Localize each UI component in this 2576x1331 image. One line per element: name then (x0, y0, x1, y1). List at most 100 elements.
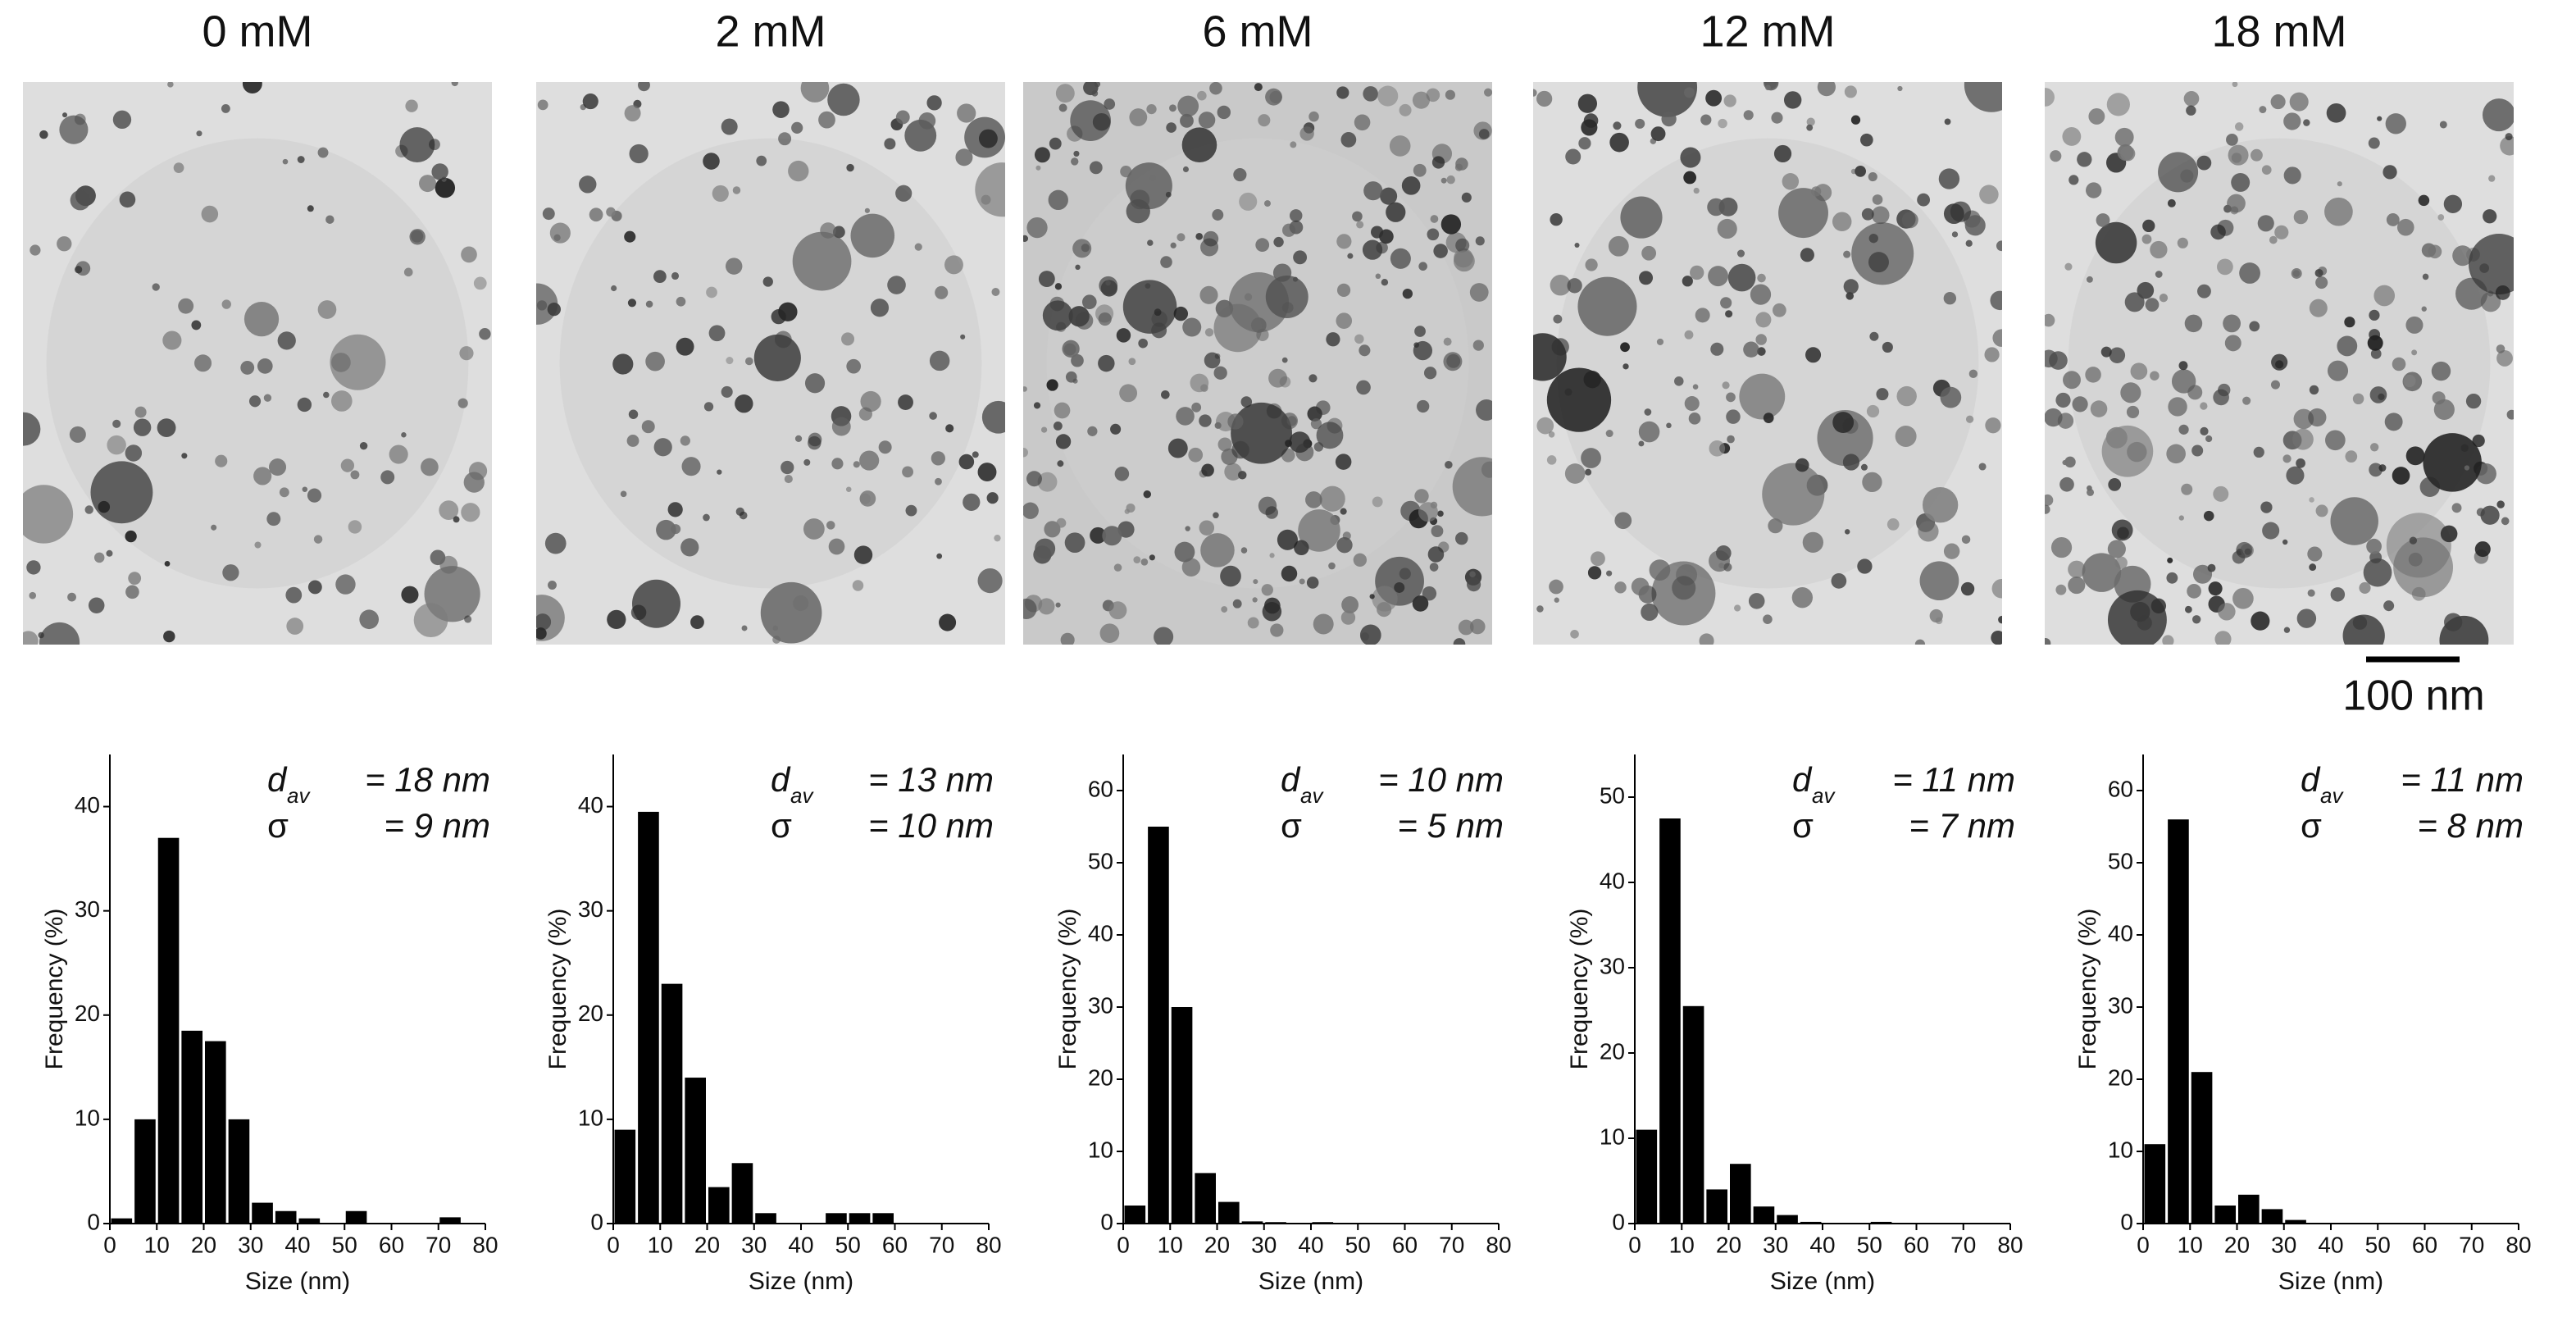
nanoparticle (30, 244, 41, 256)
nanoparticle (1033, 402, 1041, 409)
nanoparticle (2411, 349, 2418, 356)
y-tick-label: 0 (87, 1209, 100, 1234)
nanoparticle (680, 538, 699, 557)
nanoparticle (1298, 509, 1340, 552)
nanoparticle (2200, 426, 2209, 436)
nanoparticle (2177, 237, 2188, 248)
nanoparticle (279, 487, 289, 498)
nanoparticle (2155, 271, 2163, 278)
nanoparticle (1430, 215, 1439, 223)
nanoparticle (853, 461, 860, 468)
nanoparticle (1638, 421, 1660, 443)
nanoparticle (2439, 121, 2447, 129)
nanoparticle (939, 613, 957, 631)
nanoparticle (1656, 338, 1664, 345)
x-tick-label: 20 (1716, 1232, 1741, 1257)
nanoparticle (2213, 485, 2229, 502)
nanoparticle (832, 226, 845, 239)
nanoparticle (1201, 463, 1214, 477)
nanoparticle (1056, 517, 1067, 528)
nanoparticle (1553, 314, 1563, 324)
nanoparticle (726, 357, 734, 365)
nanoparticle (1038, 271, 1055, 288)
nanoparticle (1846, 292, 1855, 300)
nanoparticle (1233, 167, 1247, 182)
x-tick-label: 30 (2271, 1232, 2296, 1257)
nanoparticle (2282, 539, 2288, 545)
nanoparticle (1285, 440, 1292, 447)
nanoparticle (2045, 494, 2054, 506)
nanoparticle (325, 215, 335, 224)
nanoparticle (286, 618, 304, 635)
nanoparticle (1336, 234, 1352, 249)
nanoparticle (1399, 567, 1411, 580)
nanoparticle (2171, 369, 2196, 394)
bar (2168, 819, 2189, 1224)
x-tick-label: 0 (1628, 1232, 1641, 1257)
nanoparticle (2483, 209, 2497, 224)
nanoparticle (215, 454, 228, 467)
nanoparticle (2226, 133, 2238, 146)
nanoparticle (253, 467, 272, 485)
nanoparticle (607, 609, 626, 630)
nanoparticle (2368, 137, 2380, 149)
nanoparticle (1644, 408, 1652, 416)
nanoparticle (1806, 117, 1815, 126)
nanoparticle (859, 450, 880, 471)
nanoparticle (1293, 250, 1308, 265)
nanoparticle (2124, 292, 2145, 312)
d-subscript: av (790, 783, 814, 808)
nanoparticle (1037, 472, 1058, 492)
nanoparticle (1200, 238, 1219, 257)
nanoparticle (778, 132, 792, 146)
x-tick-label: 50 (2365, 1232, 2391, 1257)
y-tick-label: 10 (578, 1105, 603, 1130)
nanoparticle (1991, 630, 2002, 645)
nanoparticle (1763, 614, 1773, 624)
nanoparticle (1446, 175, 1455, 185)
nanoparticle (125, 444, 143, 462)
nanoparticle (1943, 543, 1960, 559)
nanoparticle (1720, 297, 1732, 309)
nanoparticle (2145, 298, 2160, 312)
d-symbol: d (771, 760, 791, 799)
nanoparticle (1359, 624, 1381, 645)
x-axis-label: Size (nm) (2278, 1268, 2383, 1295)
nanoparticle (419, 175, 437, 193)
nanoparticle (1700, 114, 1712, 125)
nanoparticle (457, 398, 468, 408)
nanoparticle (1768, 518, 1783, 534)
nanoparticle (2393, 537, 2454, 598)
nanoparticle (1040, 426, 1048, 433)
tem-image (2045, 82, 2514, 645)
nanoparticle (1574, 242, 1580, 248)
nanoparticle (2496, 349, 2513, 367)
nanoparticle (317, 300, 337, 319)
nanoparticle (2101, 425, 2154, 477)
y-tick-label: 10 (75, 1105, 100, 1130)
nanoparticle (2085, 367, 2101, 383)
bar (181, 1030, 203, 1224)
nanoparticle (1204, 352, 1221, 369)
nanoparticle (1244, 293, 1253, 301)
nanoparticle (2167, 198, 2176, 207)
nanoparticle (2253, 446, 2264, 458)
nanoparticle (1356, 221, 1364, 229)
nanoparticle (1316, 422, 1344, 449)
nanoparticle (1446, 353, 1461, 368)
nanoparticle (1081, 294, 1097, 310)
y-tick-label: 50 (1600, 782, 1625, 808)
nanoparticle (612, 353, 634, 375)
nanoparticle (1882, 341, 1893, 353)
x-axis-label: Size (nm) (749, 1268, 853, 1295)
d-value: = 11 nm (2401, 760, 2524, 799)
nanoparticle (2232, 82, 2238, 88)
x-tick-label: 70 (929, 1232, 954, 1257)
nanoparticle (1452, 457, 1492, 517)
chart-title: 2 mM (716, 7, 826, 56)
nanoparticle (2384, 413, 2403, 431)
nanoparticle (1071, 157, 1079, 166)
nanoparticle (2062, 127, 2082, 146)
nanoparticle (1328, 562, 1336, 570)
nanoparticle (1060, 632, 1075, 645)
